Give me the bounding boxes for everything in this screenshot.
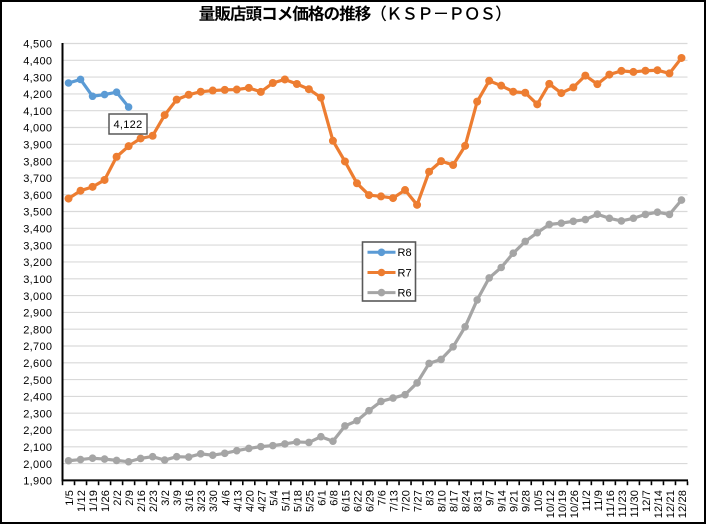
- svg-text:7/13: 7/13: [389, 490, 401, 512]
- svg-text:2,700: 2,700: [23, 341, 52, 353]
- svg-text:R8: R8: [398, 247, 412, 259]
- svg-text:2,200: 2,200: [23, 425, 52, 437]
- svg-text:12/7: 12/7: [641, 490, 653, 512]
- svg-text:4,100: 4,100: [23, 106, 52, 118]
- svg-text:1/5: 1/5: [64, 490, 76, 506]
- svg-text:6/1: 6/1: [316, 490, 328, 506]
- svg-text:4/6: 4/6: [220, 490, 232, 506]
- svg-text:3/16: 3/16: [184, 490, 196, 512]
- svg-text:2,500: 2,500: [23, 375, 52, 387]
- svg-text:3/23: 3/23: [196, 490, 208, 512]
- svg-text:5/4: 5/4: [268, 490, 280, 506]
- svg-text:8/24: 8/24: [461, 490, 473, 512]
- svg-text:3/9: 3/9: [172, 490, 184, 506]
- svg-text:3,300: 3,300: [23, 240, 52, 252]
- svg-text:3/30: 3/30: [208, 490, 220, 512]
- svg-text:1/19: 1/19: [88, 490, 100, 512]
- svg-text:2,100: 2,100: [23, 442, 52, 454]
- svg-text:8/10: 8/10: [437, 490, 449, 512]
- svg-text:8/17: 8/17: [449, 490, 461, 512]
- svg-text:7/27: 7/27: [413, 490, 425, 512]
- svg-text:9/21: 9/21: [509, 490, 521, 512]
- svg-text:11/9: 11/9: [593, 490, 605, 511]
- svg-text:4,300: 4,300: [23, 72, 52, 84]
- svg-text:5/11: 5/11: [280, 490, 292, 511]
- svg-text:4,000: 4,000: [23, 123, 52, 135]
- svg-text:4/27: 4/27: [256, 490, 268, 512]
- svg-text:3,100: 3,100: [23, 274, 52, 286]
- svg-text:9/7: 9/7: [485, 490, 497, 506]
- svg-text:6/22: 6/22: [352, 490, 364, 512]
- svg-text:2/23: 2/23: [148, 490, 160, 512]
- svg-text:7/6: 7/6: [377, 490, 389, 506]
- svg-text:10/12: 10/12: [545, 490, 557, 518]
- svg-text:4,400: 4,400: [23, 56, 52, 68]
- svg-text:8/3: 8/3: [425, 490, 437, 506]
- svg-text:2,000: 2,000: [23, 459, 52, 471]
- svg-text:1/26: 1/26: [100, 490, 112, 512]
- svg-text:10/19: 10/19: [557, 490, 569, 518]
- svg-text:3,000: 3,000: [23, 291, 52, 303]
- svg-text:11/2: 11/2: [581, 490, 593, 511]
- svg-text:4,500: 4,500: [23, 39, 52, 51]
- svg-text:2/9: 2/9: [124, 490, 136, 506]
- svg-text:3,700: 3,700: [23, 173, 52, 185]
- svg-text:12/21: 12/21: [665, 490, 677, 518]
- svg-text:2,800: 2,800: [23, 324, 52, 336]
- svg-text:3,800: 3,800: [23, 156, 52, 168]
- svg-text:3,500: 3,500: [23, 207, 52, 219]
- svg-text:5/25: 5/25: [304, 490, 316, 512]
- svg-text:3,600: 3,600: [23, 190, 52, 202]
- svg-text:1,900: 1,900: [23, 476, 52, 488]
- svg-text:8/31: 8/31: [473, 490, 485, 512]
- svg-text:3,400: 3,400: [23, 224, 52, 236]
- svg-text:2/2: 2/2: [112, 490, 124, 506]
- svg-text:4/13: 4/13: [232, 490, 244, 512]
- svg-text:2,900: 2,900: [23, 308, 52, 320]
- svg-text:12/14: 12/14: [653, 490, 665, 518]
- svg-text:3/2: 3/2: [160, 490, 172, 506]
- svg-text:6/29: 6/29: [364, 490, 376, 512]
- svg-text:11/23: 11/23: [617, 490, 629, 517]
- svg-text:7/20: 7/20: [401, 490, 413, 512]
- svg-text:5/18: 5/18: [292, 490, 304, 512]
- svg-text:2,300: 2,300: [23, 408, 52, 420]
- svg-text:9/14: 9/14: [497, 490, 509, 512]
- svg-text:10/5: 10/5: [533, 490, 545, 512]
- svg-text:R6: R6: [398, 288, 412, 300]
- svg-text:3,900: 3,900: [23, 140, 52, 152]
- svg-text:2,400: 2,400: [23, 392, 52, 404]
- svg-text:6/15: 6/15: [340, 490, 352, 512]
- svg-text:4,122: 4,122: [113, 119, 142, 131]
- svg-text:3,200: 3,200: [23, 257, 52, 269]
- svg-text:2,600: 2,600: [23, 358, 52, 370]
- svg-text:6/8: 6/8: [328, 490, 340, 506]
- svg-text:11/30: 11/30: [629, 490, 641, 517]
- svg-text:R7: R7: [398, 267, 412, 279]
- svg-text:4/20: 4/20: [244, 490, 256, 512]
- svg-text:1/12: 1/12: [76, 490, 88, 512]
- svg-text:11/16: 11/16: [605, 490, 617, 517]
- svg-text:10/26: 10/26: [569, 490, 581, 518]
- svg-text:12/28: 12/28: [677, 490, 689, 518]
- svg-text:2/16: 2/16: [136, 490, 148, 512]
- svg-text:4,200: 4,200: [23, 89, 52, 101]
- svg-text:9/28: 9/28: [521, 490, 533, 512]
